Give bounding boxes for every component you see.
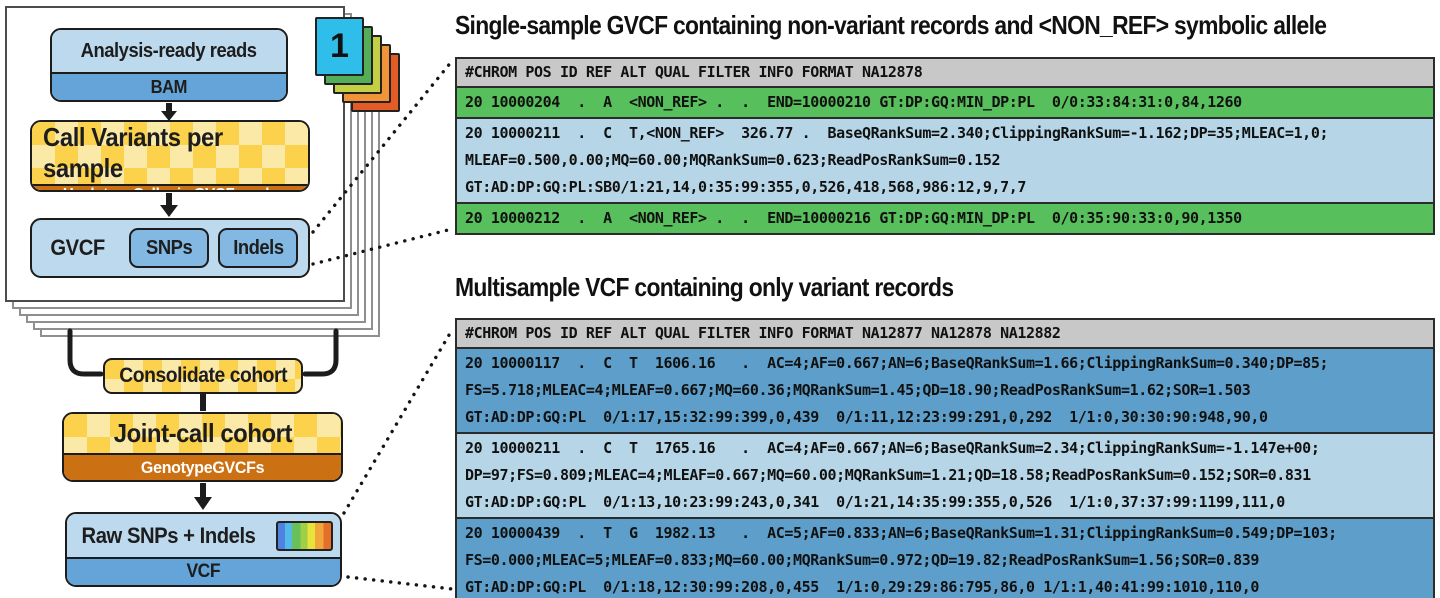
bam-label: BAM bbox=[150, 76, 188, 97]
raw-snps-indels-label: Raw SNPs + Indels bbox=[81, 522, 255, 548]
sample-number-badge: 1 bbox=[330, 27, 349, 65]
vcf-panel-title: Multisample VCF containing only variant … bbox=[455, 272, 954, 302]
genotypegvcfs-label: GenotypeGVCFs bbox=[140, 457, 265, 477]
indels-label: Indels bbox=[232, 236, 284, 259]
vcf-record-table: #CHROM POS ID REF ALT QUAL FILTER INFO F… bbox=[455, 318, 1435, 598]
vcf-variant-row: 20 10000211 . C T 1765.16 . AC=4;AF=0.66… bbox=[457, 432, 1433, 517]
snps-chip: SNPs bbox=[129, 228, 210, 268]
consolidate-label: Consolidate cohort bbox=[119, 364, 287, 387]
gvcf-label: GVCF bbox=[50, 235, 105, 260]
rainbow-track-icon bbox=[276, 520, 334, 551]
dotted-leader-vcf-top bbox=[342, 328, 454, 515]
call-variants-box: Call Variants per sample HaplotypeCaller… bbox=[30, 120, 310, 192]
consolidate-box: Consolidate cohort bbox=[103, 358, 303, 394]
raw-output-box: Raw SNPs + Indels VCF bbox=[65, 512, 342, 587]
sample-1-card: 1 bbox=[315, 17, 364, 76]
analysis-reads-label: Analysis-ready reads bbox=[81, 39, 257, 62]
merge-bracket-right bbox=[302, 328, 339, 377]
joint-call-box: Joint-call cohort GenotypeGVCFs bbox=[62, 412, 343, 482]
vcf-label: VCF bbox=[186, 561, 221, 582]
merge-bracket-left bbox=[67, 328, 104, 377]
haplotypecaller-label: HaplotypeCaller in GVCF mode bbox=[63, 186, 278, 190]
gvcf-nonvariant-row: 20 10000204 . A <NON_REF> . . END=100002… bbox=[457, 86, 1433, 117]
indels-chip: Indels bbox=[218, 228, 299, 268]
arrowhead-icon bbox=[194, 497, 212, 510]
gvcf-nonvariant-row: 20 10000212 . A <NON_REF> . . END=100002… bbox=[457, 202, 1433, 233]
gvcf-panel-title: Single-sample GVCF containing non-varian… bbox=[455, 10, 1327, 40]
gvcf-record-table: #CHROM POS ID REF ALT QUAL FILTER INFO F… bbox=[455, 57, 1435, 235]
dotted-leader-vcf-bottom bbox=[346, 575, 454, 591]
snps-label: SNPs bbox=[146, 236, 193, 259]
gvcf-table-header: #CHROM POS ID REF ALT QUAL FILTER INFO F… bbox=[457, 59, 1433, 86]
gvcf-box: GVCF SNPs Indels bbox=[30, 218, 310, 278]
vcf-variant-row: 20 10000117 . C T 1606.16 . AC=4;AF=0.66… bbox=[457, 347, 1433, 432]
vcf-table-header: #CHROM POS ID REF ALT QUAL FILTER INFO F… bbox=[457, 320, 1433, 347]
joint-call-label: Joint-call cohort bbox=[113, 418, 292, 448]
call-variants-label: Call Variants per sample bbox=[43, 122, 223, 183]
gvcf-variant-row: 20 10000211 . C T,<NON_REF> 326.77 . Bas… bbox=[457, 117, 1433, 202]
analysis-reads-box: Analysis-ready reads BAM bbox=[50, 28, 288, 102]
vcf-variant-row: 20 10000439 . T G 1982.13 . AC=5;AF=0.83… bbox=[457, 517, 1433, 598]
